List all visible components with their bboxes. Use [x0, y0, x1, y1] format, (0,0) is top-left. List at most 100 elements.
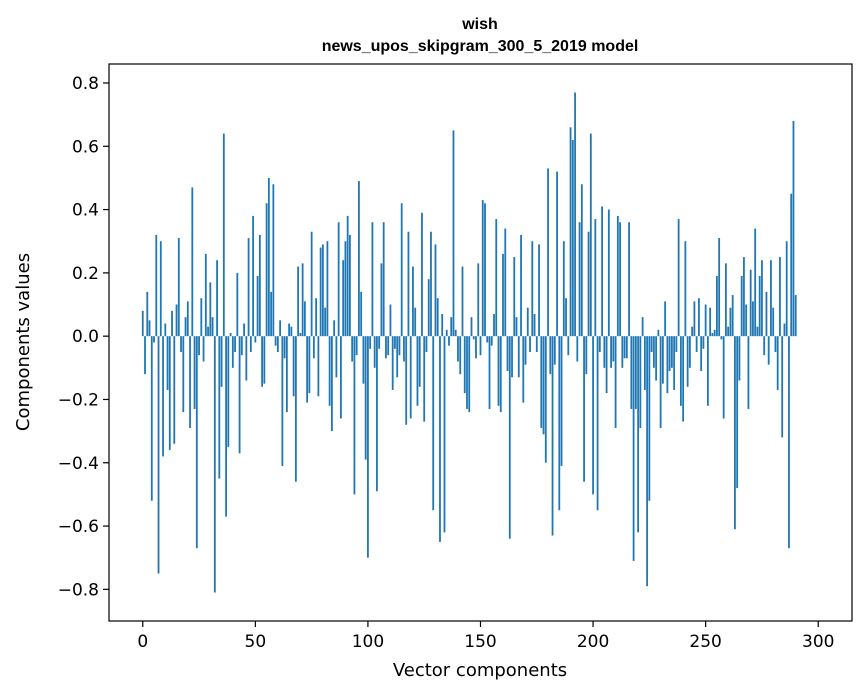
bar-198: [587, 231, 590, 337]
bar-43: [238, 336, 241, 454]
bar-91: [346, 215, 349, 337]
bar-96: [358, 181, 360, 337]
bar-273: [756, 326, 759, 337]
bar-197: [585, 336, 588, 375]
bar-25: [198, 336, 200, 356]
bar-221: [639, 336, 642, 428]
bar-262: [731, 295, 734, 337]
bar-155: [490, 336, 493, 346]
bar-158: [497, 336, 500, 406]
bar-209: [612, 336, 615, 362]
chart-subtitle: news_upos_skipgram_300_5_2019 model: [322, 38, 639, 55]
bar-53: [261, 336, 263, 387]
bar-5: [153, 336, 155, 343]
bar-83: [328, 336, 331, 406]
bar-283: [779, 257, 781, 337]
bar-123: [418, 336, 421, 387]
bar-218: [632, 336, 635, 561]
plot-frame: [108, 63, 853, 622]
bar-90: [344, 241, 347, 337]
bar-239: [679, 336, 682, 406]
bar-288: [790, 193, 793, 337]
bar-256: [718, 238, 721, 337]
y-axis-ticks: −0.8 −0.6 −0.4 −0.2 0.0 0.2 0.4 0.6 0.8: [58, 74, 109, 600]
bar-249: [702, 336, 705, 349]
bar-215: [625, 336, 628, 359]
bar-210: [614, 336, 617, 428]
bar-4: [150, 336, 153, 501]
bar-79: [319, 247, 322, 337]
bar-265: [738, 336, 741, 381]
bar-241: [684, 241, 687, 337]
bar-10: [164, 323, 167, 337]
bar-266: [740, 276, 743, 337]
bar-166: [515, 317, 518, 337]
bar-280: [772, 307, 775, 337]
bar-33: [216, 260, 218, 337]
bar-225: [648, 336, 651, 501]
bar-243: [688, 336, 691, 368]
bar-205: [603, 336, 606, 368]
bar-73: [306, 336, 309, 403]
bar-227: [652, 336, 655, 368]
bar-122: [416, 336, 419, 406]
bar-145: [468, 336, 471, 413]
x-tick-label: 300: [802, 632, 834, 652]
bar-115: [400, 203, 403, 337]
bar-37: [225, 336, 227, 517]
bar-178: [542, 336, 545, 435]
bar-151: [481, 200, 484, 337]
bar-177: [540, 336, 543, 428]
bar-55: [265, 203, 268, 337]
bar-202: [596, 336, 599, 511]
bar-113: [396, 336, 399, 378]
y-tick-label: 0.4: [72, 201, 99, 221]
y-tick-label: −0.2: [58, 390, 99, 410]
bar-276: [763, 336, 766, 356]
bar-140: [457, 336, 459, 362]
x-tick-label: 0: [137, 632, 148, 652]
bar-237: [675, 336, 678, 352]
x-tick-label: 150: [464, 632, 496, 652]
bar-254: [713, 329, 716, 337]
bar-68: [294, 336, 297, 482]
bar-66: [290, 326, 293, 337]
bar-267: [743, 257, 745, 337]
bar-196: [583, 336, 585, 482]
bar-98: [362, 336, 365, 384]
bar-116: [403, 336, 405, 362]
bar-136: [448, 336, 450, 346]
bar-63: [283, 336, 286, 359]
bar-134: [443, 336, 446, 533]
bar-188: [565, 298, 567, 337]
bar-28: [204, 253, 207, 337]
bar-182: [551, 336, 554, 536]
bar-132: [439, 336, 441, 542]
bar-21: [189, 336, 191, 428]
bar-168: [520, 234, 522, 337]
bar-216: [628, 222, 630, 337]
bar-124: [421, 212, 423, 337]
bar-284: [781, 336, 784, 438]
bar-194: [578, 222, 581, 337]
bar-272: [754, 228, 757, 337]
y-tick-label: −0.4: [58, 454, 99, 474]
bar-57: [270, 291, 273, 337]
bar-244: [691, 326, 694, 337]
bar-242: [686, 336, 689, 387]
bar-80: [321, 244, 324, 337]
bar-248: [700, 336, 703, 371]
bar-118: [407, 231, 410, 337]
bar-211: [616, 215, 619, 337]
bar-187: [562, 241, 565, 337]
bar-156: [493, 314, 495, 337]
bar-31: [211, 317, 214, 337]
bar-126: [425, 336, 428, 352]
bar-208: [610, 336, 612, 368]
bar-26: [200, 298, 203, 337]
bar-102: [371, 222, 374, 337]
bar-105: [378, 336, 381, 349]
y-tick-label: 0.8: [72, 74, 99, 94]
bar-233: [666, 336, 669, 394]
bar-142: [461, 266, 464, 337]
